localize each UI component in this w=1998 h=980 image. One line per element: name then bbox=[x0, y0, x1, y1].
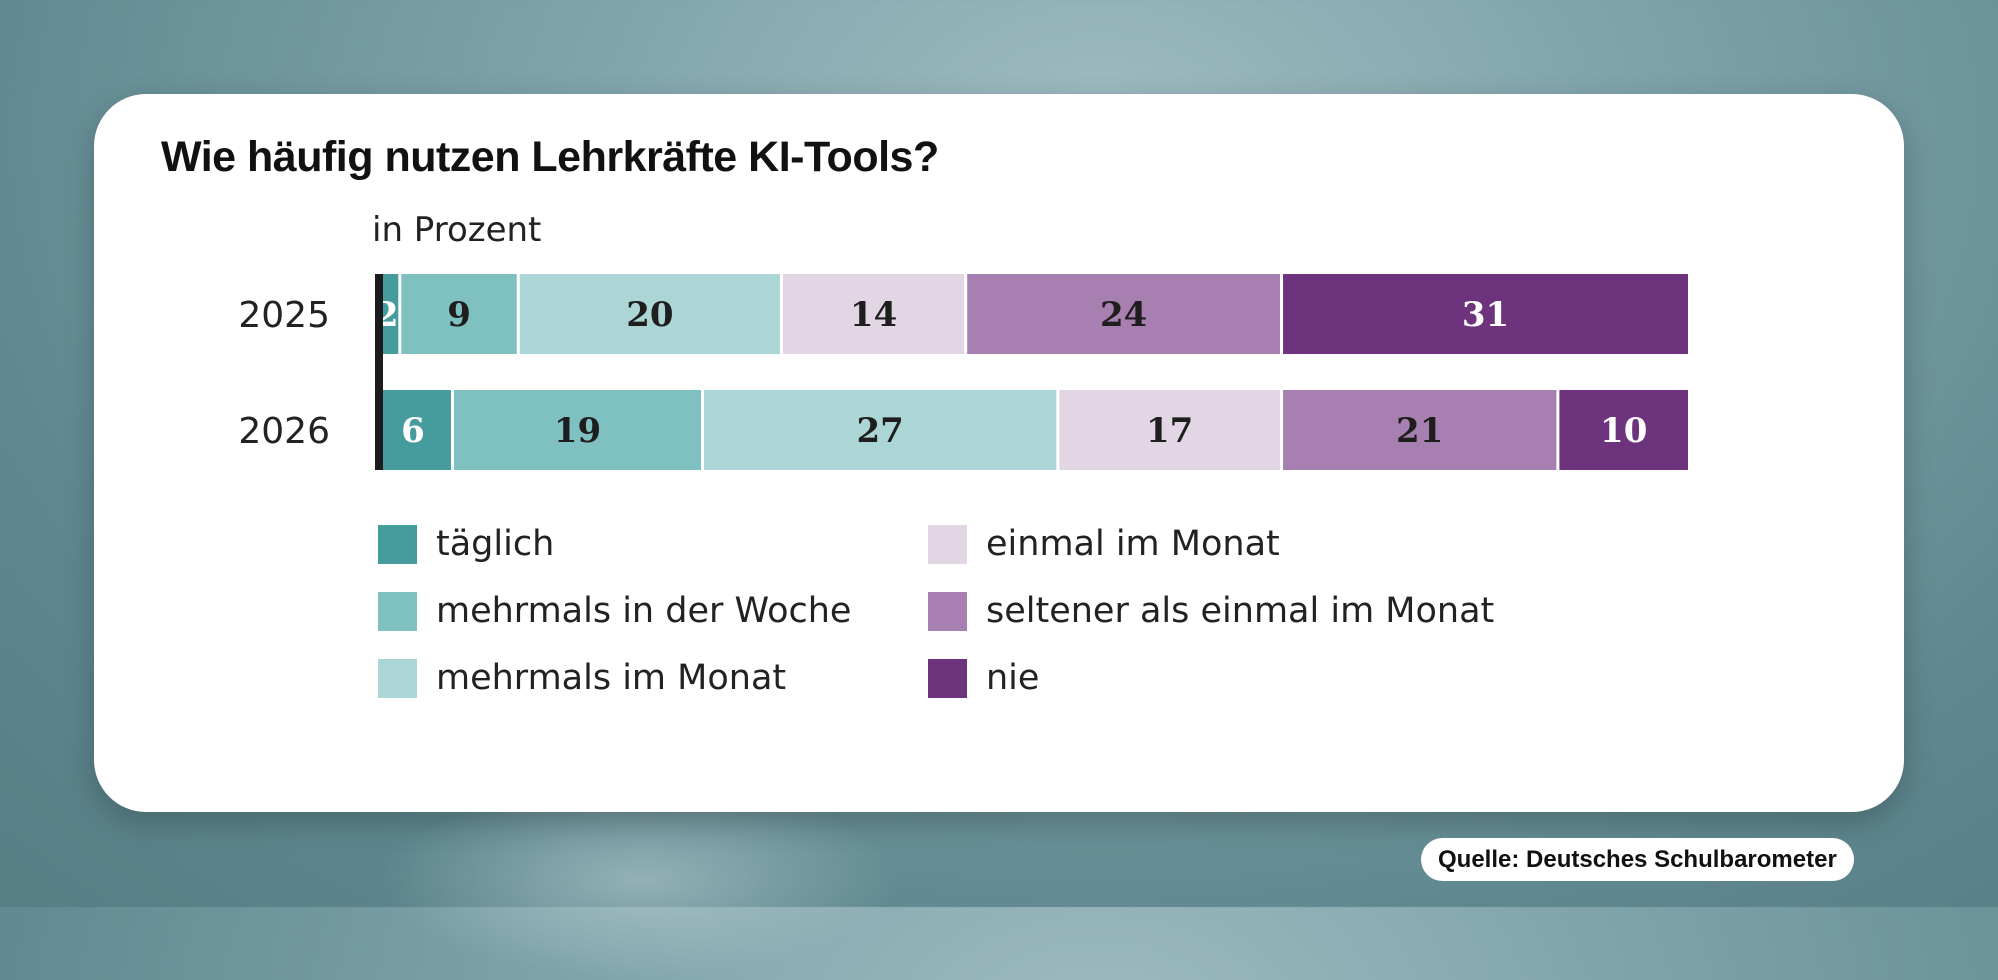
data-label-2025-3: 20 bbox=[626, 295, 673, 335]
row-label-2026: 2026 bbox=[238, 411, 330, 452]
legend-item-1: täglich bbox=[378, 524, 554, 564]
legend-item-6: nie bbox=[928, 658, 1039, 698]
legend-label: mehrmals im Monat bbox=[436, 658, 787, 698]
legend-swatch bbox=[928, 524, 967, 564]
row-label-2025: 2025 bbox=[238, 295, 330, 336]
legend-label: seltener als einmal im Monat bbox=[986, 591, 1495, 631]
source-badge: Quelle: Deutsches Schulbarometer bbox=[1421, 838, 1854, 881]
legend-item-3: mehrmals im Monat bbox=[378, 658, 786, 698]
data-label-2025-5: 24 bbox=[1100, 295, 1147, 335]
chart-title: Wie häufig nutzen Lehrkräfte KI-Tools? bbox=[161, 133, 939, 181]
chart-legend: täglich mehrmals in der Woche mehrmals im … bbox=[378, 524, 1494, 704]
legend-swatch bbox=[928, 658, 967, 698]
legend-item-4: einmal im Monat bbox=[928, 524, 1280, 564]
data-label-2026-4: 17 bbox=[1146, 411, 1193, 451]
chart-subtitle: in Prozent bbox=[372, 210, 542, 250]
data-label-2026-5: 21 bbox=[1396, 411, 1443, 451]
data-label-2026-6: 10 bbox=[1600, 411, 1647, 451]
bar-segment-2026-4 bbox=[1059, 390, 1281, 470]
data-label-2025-4: 14 bbox=[850, 295, 897, 335]
legend-item-2: mehrmals in der Woche bbox=[378, 591, 851, 631]
bar-segment-2026-6 bbox=[1559, 390, 1688, 470]
legend-label: täglich bbox=[436, 524, 555, 564]
data-label-2026-2: 19 bbox=[554, 411, 601, 451]
data-label-2025-2: 9 bbox=[447, 295, 471, 335]
bar-segment-2026-1 bbox=[375, 390, 451, 470]
data-label-2026-3: 27 bbox=[856, 411, 903, 451]
bar-segment-2025-4 bbox=[782, 274, 965, 354]
legend-swatch bbox=[378, 658, 417, 698]
bar-segment-2025-6 bbox=[1283, 274, 1688, 354]
bar-segment-2025-5 bbox=[967, 274, 1281, 354]
legend-swatch bbox=[928, 591, 967, 631]
data-label-2025-6: 31 bbox=[1462, 295, 1509, 335]
bar-segment-2025-2 bbox=[401, 274, 517, 354]
legend-swatch bbox=[378, 591, 417, 631]
bar-segment-2026-2 bbox=[453, 390, 701, 470]
legend-label: mehrmals in der Woche bbox=[436, 591, 852, 631]
legend-item-5: seltener als einmal im Monat bbox=[928, 591, 1494, 631]
legend-label: nie bbox=[986, 658, 1040, 698]
bar-segment-2026-5 bbox=[1283, 390, 1557, 470]
legend-label: einmal im Monat bbox=[986, 524, 1280, 564]
legend-swatch bbox=[378, 524, 417, 564]
data-label-2026-1: 6 bbox=[401, 411, 425, 451]
bar-segment-2026-3 bbox=[704, 390, 1057, 470]
bar-segment-2025-3 bbox=[519, 274, 780, 354]
baseline-axis bbox=[375, 274, 383, 470]
